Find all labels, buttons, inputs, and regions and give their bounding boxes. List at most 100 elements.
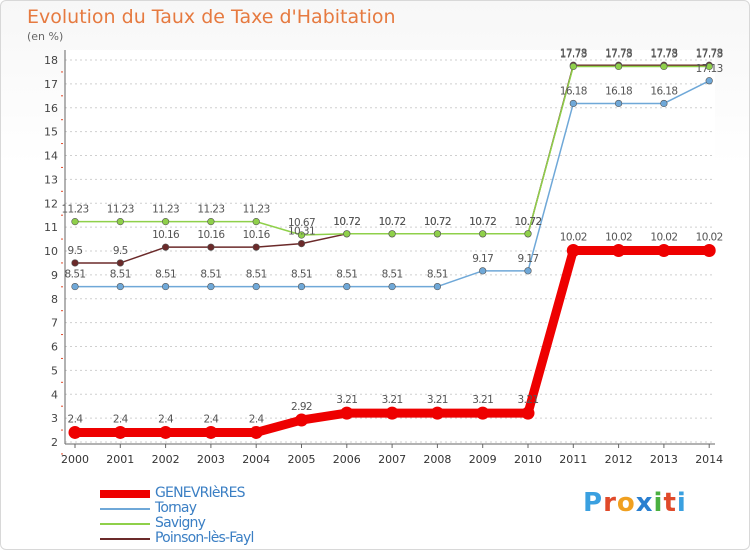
logo-letter: x (635, 488, 654, 518)
data-label: 11.23 (61, 204, 88, 216)
data-label: 11.23 (243, 204, 270, 216)
y-tick-label: 6 (51, 341, 58, 354)
data-label: 17.78 (560, 47, 587, 59)
x-tick-label: 2007 (378, 453, 406, 466)
data-label: 2.4 (203, 413, 219, 425)
data-label: 8.51 (246, 269, 267, 281)
data-point (297, 282, 306, 291)
data-point (614, 99, 623, 108)
data-label: 8.51 (110, 269, 131, 281)
data-point (612, 244, 626, 258)
data-label: 10.72 (379, 216, 406, 228)
logo-letter: o (616, 488, 636, 518)
data-label: 3.21 (427, 394, 448, 406)
data-label: 16.18 (560, 85, 587, 97)
data-point (569, 99, 577, 108)
data-label: 8.51 (155, 269, 176, 281)
data-label: 3.21 (472, 394, 493, 406)
data-point (204, 425, 218, 439)
y-tick-label: 16 (44, 102, 58, 115)
y-tick-label: 11 (44, 221, 58, 234)
logo-letter: t (663, 488, 677, 518)
data-label: 17.73 (560, 48, 587, 60)
x-tick-label: 2014 (695, 453, 723, 466)
data-point (657, 244, 671, 258)
data-label: 10.02 (696, 232, 723, 244)
logo-letter: i (676, 488, 687, 518)
data-label: 10.31 (288, 226, 315, 238)
data-label: 9.17 (472, 253, 493, 265)
x-tick-label: 2005 (288, 453, 316, 466)
y-tick-label: 13 (44, 173, 58, 186)
data-point (297, 239, 306, 248)
data-point (297, 231, 306, 239)
data-label: 17.78 (650, 47, 677, 59)
proxiti-logo: Proxiti (583, 488, 687, 518)
data-point (116, 259, 124, 267)
data-point (521, 406, 535, 420)
plot-area (65, 50, 715, 442)
data-label: 10.72 (424, 216, 451, 228)
x-tick-label: 2012 (605, 453, 633, 466)
data-label: 16.18 (650, 85, 677, 97)
y-tick-label: 9 (51, 269, 58, 282)
data-label: 17.73 (605, 48, 632, 60)
data-label: 10.02 (650, 232, 677, 244)
data-label: 10.72 (333, 216, 360, 228)
data-label: 3.21 (518, 394, 539, 406)
y-tick-label: 10 (44, 245, 58, 258)
data-point (343, 282, 351, 291)
data-point (433, 282, 442, 291)
data-point (388, 230, 396, 238)
y-tick-label: 4 (51, 388, 58, 401)
data-label: 11.23 (107, 204, 134, 216)
data-point (702, 244, 716, 258)
data-label: 11.23 (152, 204, 179, 216)
data-point (476, 406, 490, 420)
chart-title: Evolution du Taux de Taxe d'Habitation (27, 6, 396, 28)
data-label: 8.51 (382, 269, 403, 281)
y-tick-label: 5 (51, 364, 58, 377)
data-point (116, 282, 124, 291)
data-point (660, 62, 668, 71)
data-label: 2.92 (291, 401, 312, 413)
data-point (705, 77, 713, 85)
x-tick-label: 2013 (650, 453, 678, 466)
data-label: 10.02 (605, 232, 632, 244)
data-label: 17.73 (696, 48, 723, 60)
data-point (614, 62, 623, 71)
legend-label: Savigny (155, 515, 206, 531)
data-point (71, 259, 79, 267)
data-label: 16.18 (605, 85, 632, 97)
x-tick-label: 2000 (61, 453, 89, 466)
x-tick-label: 2006 (333, 453, 361, 466)
data-point (207, 218, 215, 226)
data-label: 3.21 (382, 394, 403, 406)
data-label: 8.51 (65, 269, 86, 281)
data-label: 8.51 (336, 269, 357, 281)
y-tick-label: 7 (51, 317, 58, 330)
data-label: 10.16 (243, 229, 271, 241)
data-point (524, 267, 532, 275)
data-point (249, 425, 263, 439)
x-tick-label: 2004 (242, 453, 270, 466)
y-tick-label: 8 (51, 293, 58, 306)
data-label: 2.4 (68, 413, 84, 425)
data-label: 17.78 (605, 47, 632, 59)
data-point (705, 62, 713, 71)
data-label: 2.4 (249, 413, 265, 425)
data-label: 10.72 (469, 216, 496, 228)
data-point (159, 425, 173, 439)
y-tick-label: 17 (44, 78, 58, 91)
data-point (343, 230, 351, 238)
x-tick-label: 2002 (152, 453, 180, 466)
y-tick-label: 3 (51, 412, 58, 425)
data-label: 10.72 (514, 216, 541, 228)
legend-swatch (100, 490, 150, 498)
data-point (68, 425, 82, 439)
data-point (430, 406, 444, 420)
data-point (433, 230, 442, 238)
legend-swatch (100, 538, 150, 540)
data-point (162, 218, 170, 226)
data-label: 10.16 (197, 229, 225, 241)
